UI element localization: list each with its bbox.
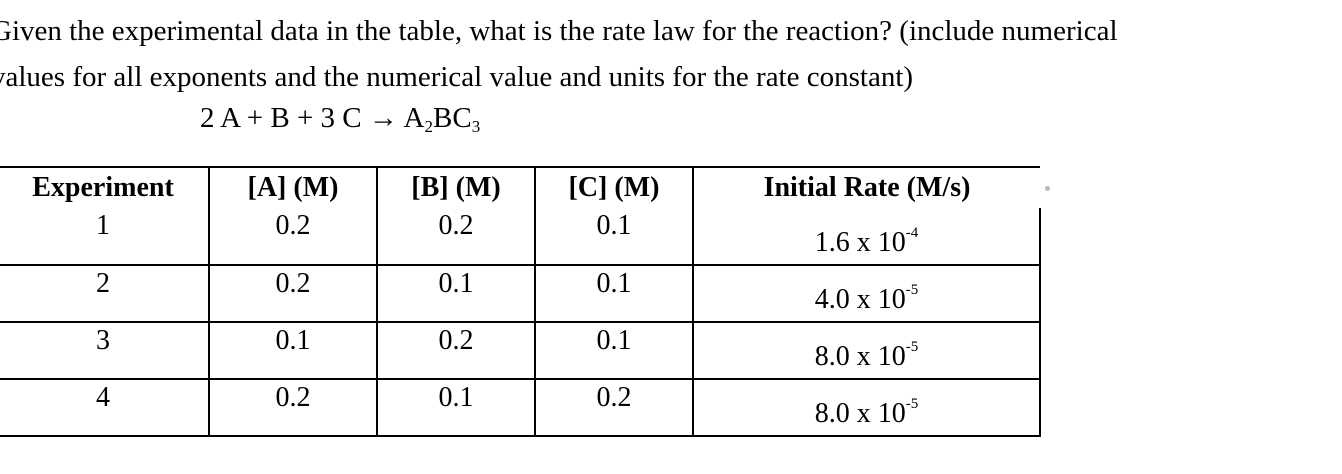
rate-exponent: -5 [905, 339, 919, 355]
cell-initial-rate: 8.0 x 10-5 [692, 379, 1041, 436]
rate-exponent: -5 [905, 396, 919, 412]
header-concentration-c: [C] (M) [534, 166, 694, 208]
table-row: 2 0.2 0.1 0.1 4.0 x 10-5 [0, 265, 1041, 322]
rate-mantissa: 8.0 x 10 [814, 341, 906, 372]
header-concentration-a: [A] (M) [208, 166, 378, 208]
rate-mantissa: 4.0 x 10 [814, 284, 906, 315]
header-experiment: Experiment [0, 166, 210, 208]
cell-concentration-c: 0.2 [534, 379, 694, 436]
header-initial-rate: Initial Rate (M/s) [692, 166, 1050, 208]
cell-concentration-c: 0.1 [534, 265, 694, 322]
cell-initial-rate: 1.6 x 10-4 [692, 208, 1041, 265]
cell-concentration-b: 0.1 [376, 379, 536, 436]
cell-initial-rate: 4.0 x 10-5 [692, 265, 1041, 322]
table-row: 4 0.2 0.1 0.2 8.0 x 10-5 [0, 379, 1041, 436]
question-line-1: Given the experimental data in the table… [0, 15, 1118, 47]
cell-concentration-c: 0.1 [534, 208, 694, 265]
reaction-reactants: 2 A + B + 3 C [200, 102, 362, 134]
table-row: 3 0.1 0.2 0.1 8.0 x 10-5 [0, 322, 1041, 379]
cell-concentration-a: 0.1 [208, 322, 378, 379]
cell-concentration-b: 0.2 [376, 208, 536, 265]
cell-experiment: 1 [0, 208, 210, 265]
experimental-data-table: Experiment [A] (M) [B] (M) [C] (M) Initi… [0, 166, 1050, 437]
rate-mantissa: 1.6 x 10 [814, 227, 906, 258]
question-text: Given the experimental data in the table… [0, 8, 1336, 100]
cell-concentration-c: 0.1 [534, 322, 694, 379]
cell-concentration-a: 0.2 [208, 208, 378, 265]
rate-exponent: -5 [905, 282, 919, 298]
table-header-row: Experiment [A] (M) [B] (M) [C] (M) Initi… [0, 166, 1050, 208]
cell-concentration-b: 0.1 [376, 265, 536, 322]
reaction-arrow: → [368, 102, 398, 134]
decorative-dot [1045, 186, 1050, 191]
cell-experiment: 4 [0, 379, 210, 436]
rate-exponent: -4 [905, 225, 919, 241]
cell-concentration-b: 0.2 [376, 322, 536, 379]
reaction-product: A2BC3 [403, 102, 481, 136]
question-line-2: values for all exponents and the numeric… [0, 61, 914, 93]
rate-mantissa: 8.0 x 10 [814, 398, 906, 429]
reaction-equation: 2 A + B + 3 C → A2BC3 [200, 100, 480, 136]
product-part-a: A [403, 102, 425, 134]
header-initial-rate-label: Initial Rate (M/s) [763, 172, 971, 203]
cell-concentration-a: 0.2 [208, 265, 378, 322]
cell-concentration-a: 0.2 [208, 379, 378, 436]
product-subscript-a: 2 [424, 117, 434, 136]
product-part-bc: BC [433, 102, 472, 134]
cell-initial-rate: 8.0 x 10-5 [692, 322, 1041, 379]
table-row: 1 0.2 0.2 0.1 1.6 x 10-4 [0, 208, 1041, 265]
cell-experiment: 2 [0, 265, 210, 322]
header-concentration-b: [B] (M) [376, 166, 536, 208]
product-subscript-c: 3 [471, 117, 481, 136]
cell-experiment: 3 [0, 322, 210, 379]
